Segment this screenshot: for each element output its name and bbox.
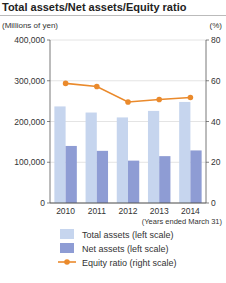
legend-label: Equity ratio (right scale) [82,258,177,268]
bar [148,111,159,203]
x-tick-label: 2010 [56,206,75,216]
x-label: (Years ended March 31) [142,217,223,226]
y-tick [47,121,50,122]
marker [125,99,131,105]
bar [86,113,97,203]
legend-swatch [64,259,70,265]
y-tick-label: 100,000 [14,157,45,167]
bar [159,156,170,203]
marker [188,95,194,101]
bar [117,117,128,203]
bar [179,102,190,203]
y2-tick-label: 40 [211,117,221,127]
y2-tick [206,40,209,41]
bar [54,106,65,203]
y-tick [47,162,50,163]
y2-label: (%) [210,21,223,30]
grid-line [50,40,206,41]
y2-axis [206,40,207,203]
title: Total assets/Net assets/Equity ratio [2,1,187,13]
y2-tick [206,80,209,81]
bar [128,161,139,203]
y2-tick [206,121,209,122]
x-tick-label: 2013 [150,206,169,216]
marker [94,84,100,90]
bar [66,146,77,203]
x-tick-label: 2014 [181,206,200,216]
y2-tick-label: 20 [211,157,221,167]
y-tick-label: 0 [40,198,45,208]
y-tick-label: 400,000 [14,35,45,45]
bar [97,151,108,203]
marker [156,97,162,103]
y2-tick [206,203,209,204]
grid-line [50,80,206,81]
y-label: (Millions of yen) [2,21,58,30]
y-tick [47,203,50,204]
y-tick-label: 200,000 [14,117,45,127]
x-tick-label: 2011 [88,206,107,216]
x-axis [50,203,206,204]
y-tick [47,40,50,41]
title-rule [0,15,226,16]
y-tick-label: 300,000 [14,76,45,86]
y2-tick-label: 60 [211,76,221,86]
y2-tick-label: 80 [211,35,221,45]
legend-label: Total assets (left scale) [82,230,174,240]
bar [190,150,201,203]
x-tick-label: 2012 [119,206,138,216]
y-tick [47,80,50,81]
legend-swatch [60,243,74,253]
legend-swatch [60,229,74,239]
grid-line [50,203,206,204]
y2-tick [206,162,209,163]
plot [54,81,201,203]
marker [63,81,69,87]
chart: Total assets/Net assets/Equity ratio (Mil… [0,0,226,283]
y2-tick-label: 0 [211,198,216,208]
y-axis [50,40,51,203]
legend-label: Net assets (left scale) [82,244,169,254]
